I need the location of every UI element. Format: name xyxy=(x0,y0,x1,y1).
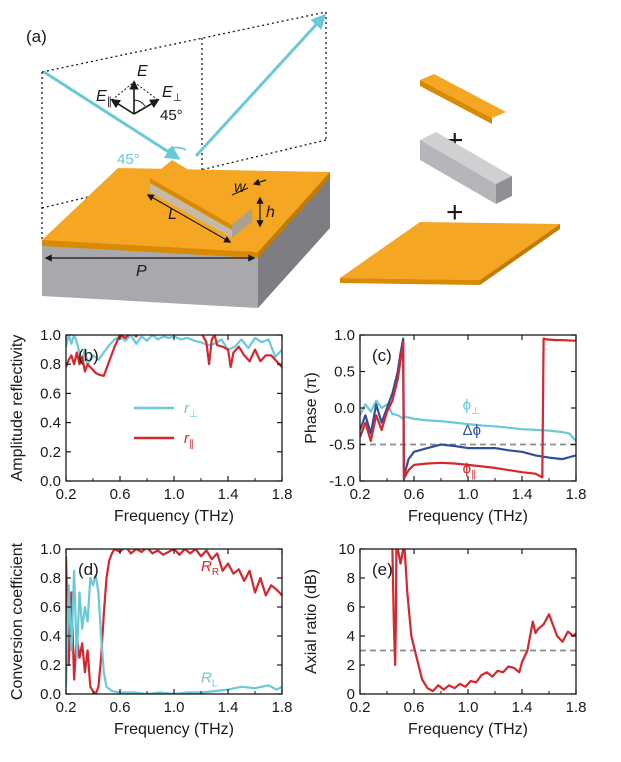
y-tick-label: 0.4 xyxy=(40,628,61,645)
y-tick-label: 0.6 xyxy=(40,385,61,402)
y-axis-label: Amplitude reflectivity xyxy=(9,335,26,482)
x-tick-label: 1.0 xyxy=(164,699,185,716)
y-tick-label: 0.2 xyxy=(40,657,61,674)
x-tick-label: 0.6 xyxy=(110,699,131,716)
x-tick-label: 0.6 xyxy=(404,699,425,716)
x-axis-label: Frequency (THz) xyxy=(408,508,528,525)
x-axis-label: Frequency (THz) xyxy=(114,721,234,738)
field-E-label: E xyxy=(137,63,148,80)
y-tick-label: 0.2 xyxy=(40,444,61,461)
field-E-perp-label: E⊥ xyxy=(162,84,182,104)
x-tick-label: 1.8 xyxy=(272,486,293,503)
x-tick-label: 1.0 xyxy=(164,486,185,503)
exploded-dielectric-bar xyxy=(420,132,512,204)
x-tick-label: 1.0 xyxy=(458,486,479,503)
field-E-par-label: E∥ xyxy=(96,88,112,108)
x-tick-label: 1.8 xyxy=(566,486,587,503)
series-R_R xyxy=(66,549,282,694)
panel-d: 0.2 0.6 1.0 1.4 1.80.00.20.40.60.81.0Frequen… xyxy=(9,541,292,738)
y-axis-label: Axial ratio (dB) xyxy=(303,569,320,674)
y-tick-label: 6 xyxy=(347,599,355,616)
x-tick-label: 0.2 xyxy=(56,486,77,503)
exploded-metal-strip xyxy=(420,74,506,124)
y-tick-label: 0.8 xyxy=(40,570,61,587)
dimension-markers xyxy=(44,178,267,262)
panel-label-e: (e) xyxy=(372,560,393,579)
x-tick-label: 0.2 xyxy=(56,699,77,716)
y-tick-label: 0.0 xyxy=(40,686,61,703)
series-label-legend-1: r∥ xyxy=(184,430,194,450)
y-tick-label: 2 xyxy=(347,657,355,674)
y-tick-label: 0.8 xyxy=(40,356,61,373)
polarization-angle-label: 45° xyxy=(160,107,183,124)
y-tick-label: 1.0 xyxy=(40,327,61,344)
plot-panels: 0.2 0.6 1.0 1.4 1.80.00.20.40.60.81.0Frequen… xyxy=(9,327,586,738)
x-tick-label: 1.4 xyxy=(218,486,239,503)
panel-label-a: (a) xyxy=(26,27,47,46)
series-phi_par xyxy=(360,337,576,479)
x-tick-label: 1.8 xyxy=(272,699,293,716)
y-tick-label: 1.0 xyxy=(40,541,61,558)
series-label-RR: RR xyxy=(201,558,219,578)
incident-beam-arrow xyxy=(43,70,181,160)
y-axis-label: Phase (π) xyxy=(303,372,320,444)
series-r_perp xyxy=(66,335,282,366)
x-tick-label: 0.2 xyxy=(350,486,371,503)
x-axis-label: Frequency (THz) xyxy=(408,721,528,738)
x-tick-label: 1.4 xyxy=(512,699,533,716)
x-tick-label: 0.2 xyxy=(350,699,371,716)
field-vectors xyxy=(110,80,160,115)
y-tick-label: 0.6 xyxy=(40,599,61,616)
dim-P-label: P xyxy=(136,263,147,280)
panel-label-c: (c) xyxy=(372,346,392,365)
x-tick-label: 1.4 xyxy=(512,486,533,503)
exploded-ground-plane xyxy=(340,222,560,285)
dim-h-label: h xyxy=(266,204,275,221)
y-tick-label: 1.0 xyxy=(334,327,355,344)
series-label-delta-phi: Δϕ xyxy=(463,422,481,439)
y-tick-label: 0 xyxy=(347,686,355,703)
plus-sign-2: + xyxy=(446,196,464,229)
y-tick-label: 4 xyxy=(347,628,355,645)
y-axis-label: Conversion coefficient xyxy=(9,542,26,700)
incidence-angle-label: 45° xyxy=(117,151,140,168)
x-tick-label: 0.6 xyxy=(110,486,131,503)
dim-w-label: w xyxy=(234,179,247,196)
panel-c: 0.2 0.6 1.0 1.4 1.8 1.0 0.5 0.0 -0.5 -1.0 Frequenc… xyxy=(303,327,586,525)
panel-label-b: (b) xyxy=(78,346,99,365)
x-tick-label: 0.6 xyxy=(404,486,425,503)
x-tick-label: 1.4 xyxy=(218,699,239,716)
series-r_par xyxy=(66,335,282,377)
x-tick-label: 1.0 xyxy=(458,699,479,716)
panel-label-d: (d) xyxy=(78,560,99,579)
reflected-beam-arrow xyxy=(194,13,327,158)
y-tick-label: 10 xyxy=(338,541,355,558)
y-tick-label: -1.0 xyxy=(329,473,355,490)
x-axis-label: Frequency (THz) xyxy=(114,508,234,525)
series-label-phi-perp: ϕ⊥ xyxy=(463,397,480,417)
schematic-panel: (a) 45° xyxy=(26,11,560,308)
y-tick-label: 0.0 xyxy=(334,400,355,417)
series-phi_perp xyxy=(360,399,576,442)
y-tick-label: 0.4 xyxy=(40,415,61,432)
series-delta_phi xyxy=(360,337,576,481)
y-tick-label: 8 xyxy=(347,570,355,587)
y-tick-label: 0.0 xyxy=(40,473,61,490)
dim-L-label: L xyxy=(168,206,177,223)
y-tick-label: -0.5 xyxy=(329,437,355,454)
series-label-phi-par: ϕ∥ xyxy=(463,461,476,481)
series-axial_ratio xyxy=(391,549,576,693)
panel-b: 0.2 0.6 1.0 1.4 1.80.00.20.40.60.81.0Frequen… xyxy=(9,327,292,525)
panel-e: 0.2 0.6 1.0 1.4 1.8 0 2 4 6 8 10 Frequency (THz) Axi… xyxy=(303,541,586,738)
series-label-legend-0: r⊥ xyxy=(184,400,198,420)
y-tick-label: 0.5 xyxy=(334,364,355,381)
x-tick-label: 1.8 xyxy=(566,699,587,716)
incidence-angle-arc xyxy=(167,146,187,151)
series-label-RL: RL xyxy=(201,669,218,689)
